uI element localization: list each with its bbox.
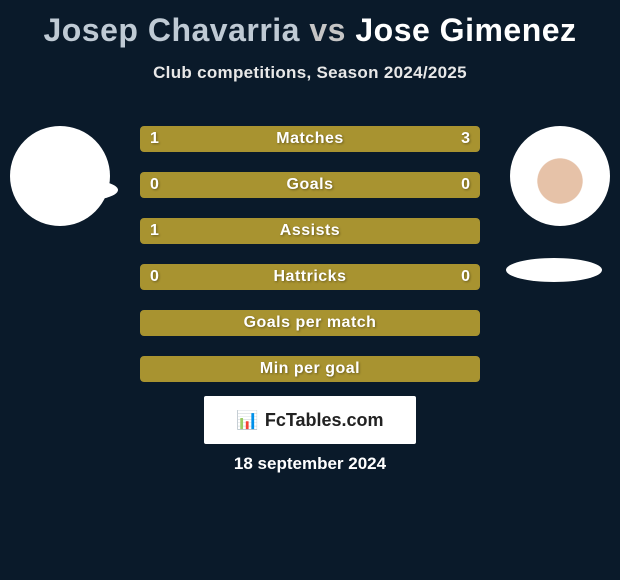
stat-bar: Hattricks0 0	[140, 264, 480, 290]
stat-bar: Assists1	[140, 218, 480, 244]
player2-avatar	[510, 126, 610, 226]
stat-right-value: 0	[461, 176, 470, 194]
player2-name: Jose Gimenez	[355, 12, 576, 48]
stat-label: Hattricks	[142, 268, 478, 286]
comparison-bars: Matches13Goals00Assists1Hattricks00Goals…	[140, 126, 480, 402]
stat-label: Matches	[142, 130, 478, 148]
footer-logo-text: FcTables.com	[265, 410, 384, 431]
stat-left-value: 1	[150, 222, 159, 240]
stat-bar: Matches1 3	[140, 126, 480, 152]
stat-label: Goals	[142, 176, 478, 194]
title-vs: vs	[309, 12, 346, 48]
player1-name: Josep Chavarria	[43, 12, 300, 48]
page-title: Josep Chavarria vs Jose Gimenez	[0, 0, 620, 49]
footer-date: 18 september 2024	[0, 454, 620, 474]
chart-icon: 📊	[236, 410, 258, 431]
stat-label: Assists	[142, 222, 478, 240]
stat-bar: Goals0 0	[140, 172, 480, 198]
stat-label: Min per goal	[142, 360, 478, 378]
player1-avatar	[10, 126, 110, 226]
player2-avatar-shadow	[506, 258, 602, 282]
stat-right-value: 0	[461, 268, 470, 286]
stat-left-value: 0	[150, 268, 159, 286]
stat-bar: Min per goal	[140, 356, 480, 382]
subtitle: Club competitions, Season 2024/2025	[0, 63, 620, 83]
stat-label: Goals per match	[142, 314, 478, 332]
footer-logo: 📊 FcTables.com	[202, 394, 418, 446]
player1-avatar-shadow	[22, 178, 118, 202]
stat-bar: Goals per match	[140, 310, 480, 336]
stat-right-value: 3	[461, 130, 470, 148]
stat-left-value: 1	[150, 130, 159, 148]
stat-left-value: 0	[150, 176, 159, 194]
